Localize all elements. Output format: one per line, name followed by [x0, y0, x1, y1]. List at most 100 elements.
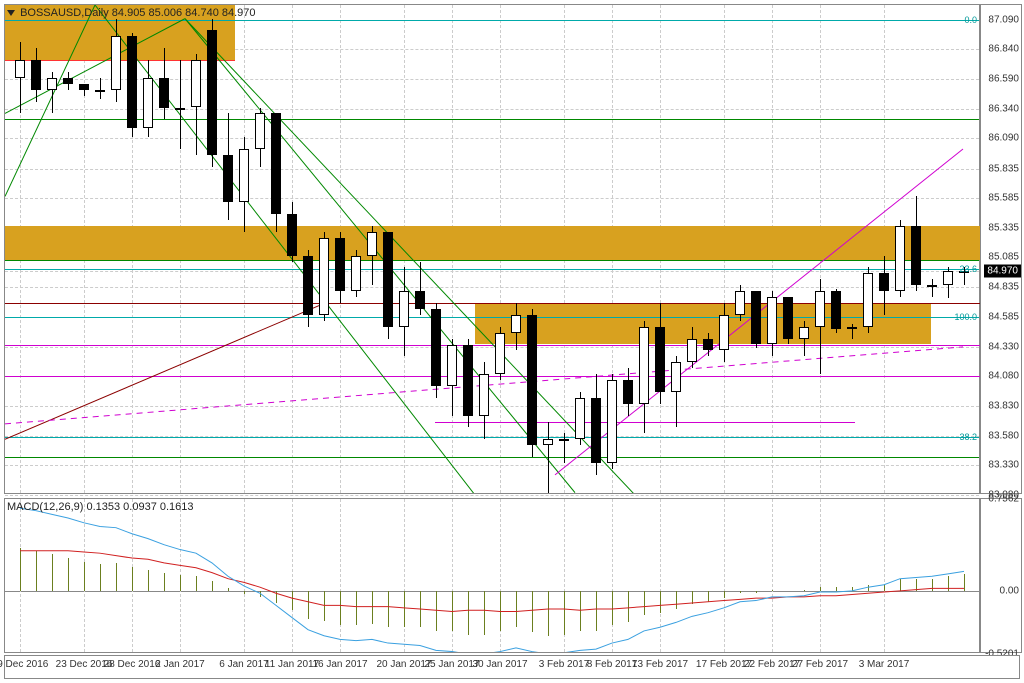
macd-hist-bar — [580, 591, 581, 631]
grid-vline — [724, 499, 725, 652]
y-tick-label: 85.835 — [988, 163, 1019, 174]
price-chart[interactable]: BOSSAUSD,Daily 84.905 85.006 84.740 84.9… — [4, 4, 980, 494]
grid-hline — [5, 287, 979, 288]
macd-hist-bar — [260, 591, 261, 597]
macd-hist-bar — [692, 591, 693, 604]
fib-label: 100.0 — [954, 312, 977, 322]
candle-body — [47, 78, 57, 90]
fib-label: 23.6 — [959, 264, 977, 274]
candle-body — [831, 291, 841, 329]
grid-hline — [5, 169, 979, 170]
candle-body — [431, 309, 441, 386]
candle-body — [911, 226, 921, 285]
horizontal-line — [5, 269, 979, 270]
x-tick-label: 3 Feb 2017 — [539, 659, 590, 670]
macd-hist-bar — [884, 584, 885, 591]
dropdown-arrow-icon[interactable] — [7, 10, 15, 16]
macd-lines-overlay — [5, 499, 979, 652]
macd-hist-bar — [468, 591, 469, 635]
candle-body — [943, 271, 953, 285]
grid-hline — [5, 271, 979, 272]
macd-hist-bar — [244, 591, 245, 595]
candle-body — [15, 60, 25, 78]
candle-body — [671, 362, 681, 392]
macd-hist-bar — [356, 591, 357, 625]
macd-hist-bar — [452, 591, 453, 631]
candle-body — [863, 273, 873, 326]
macd-hist-bar — [292, 591, 293, 610]
macd-hist-bar — [148, 570, 149, 591]
macd-hist-bar — [740, 591, 741, 593]
macd-hist-bar — [708, 591, 709, 602]
macd-hist-bar — [68, 558, 69, 591]
macd-hist-bar — [20, 548, 21, 591]
grid-vline — [820, 499, 821, 652]
macd-hist-bar — [436, 591, 437, 631]
macd-title: MACD(12,26,9) 0.1353 0.0937 0.1613 — [7, 501, 194, 513]
candle-body — [239, 149, 249, 202]
x-tick-label: 28 Dec 2016 — [104, 659, 161, 670]
macd-hist-bar — [324, 591, 325, 621]
candle-body — [799, 327, 809, 339]
candle-body — [191, 60, 201, 107]
candle-body — [367, 232, 377, 256]
candle-body — [783, 297, 793, 338]
candle-body — [143, 78, 153, 128]
y-tick-label: 0.00 — [1000, 585, 1019, 596]
macd-chart[interactable]: MACD(12,26,9) 0.1353 0.0937 0.1613 — [4, 498, 980, 653]
y-tick-label: 85.335 — [988, 222, 1019, 233]
candle-body — [95, 90, 105, 92]
macd-hist-bar — [836, 587, 837, 591]
macd-hist-bar — [196, 576, 197, 591]
x-tick-label: 16 Jan 2017 — [312, 659, 367, 670]
macd-hist-bar — [372, 591, 373, 624]
current-price-label: 84.970 — [984, 265, 1021, 278]
candle-wick — [180, 60, 181, 149]
y-tick-label: 84.330 — [988, 341, 1019, 352]
candle-body — [255, 113, 265, 149]
symbol-label: BOSSAUSD — [20, 7, 81, 19]
macd-hist-bar — [804, 590, 805, 591]
candle-body — [687, 339, 697, 363]
macd-hist-bar — [772, 590, 773, 591]
grid-vline — [884, 499, 885, 652]
macd-hist-bar — [916, 579, 917, 591]
price-y-axis: 87.09086.84086.59086.34086.09085.83585.5… — [980, 4, 1022, 494]
period-label: Daily — [84, 7, 108, 19]
candle-body — [847, 327, 857, 329]
price-zone — [5, 226, 981, 260]
y-tick-label: 85.085 — [988, 252, 1019, 263]
grid-vline — [292, 499, 293, 652]
macd-hist-bar — [676, 591, 677, 609]
y-tick-label: 86.840 — [988, 44, 1019, 55]
candle-body — [559, 439, 569, 441]
x-tick-label: 27 Feb 2017 — [792, 659, 848, 670]
candle-body — [319, 238, 329, 315]
candle-body — [607, 380, 617, 463]
grid-vline — [660, 499, 661, 652]
fib-label: 38.2 — [959, 432, 977, 442]
macd-hist-bar — [180, 575, 181, 591]
x-tick-label: 13 Feb 2017 — [632, 659, 688, 670]
macd-hist-bar — [516, 591, 517, 627]
grid-vline — [340, 499, 341, 652]
candle-body — [335, 238, 345, 291]
candle-body — [287, 214, 297, 255]
macd-hist-bar — [276, 591, 277, 603]
y-tick-label: 0.7562 — [988, 494, 1019, 505]
candle-body — [271, 113, 281, 214]
y-tick-label: 85.585 — [988, 193, 1019, 204]
candle-body — [79, 84, 89, 90]
macd-hist-bar — [932, 579, 933, 591]
y-tick-label: 86.340 — [988, 103, 1019, 114]
macd-hist-bar — [900, 579, 901, 591]
candle-wick — [100, 78, 101, 99]
candle-body — [815, 291, 825, 327]
macd-hist-bar — [964, 574, 965, 591]
macd-hist-bar — [820, 587, 821, 591]
y-tick-label: 87.090 — [988, 14, 1019, 25]
candle-body — [207, 30, 217, 154]
macd-hist-bar — [612, 591, 613, 625]
time-x-axis: 19 Dec 201623 Dec 201628 Dec 20162 Jan 2… — [4, 655, 1020, 679]
macd-hist-bar — [388, 591, 389, 627]
